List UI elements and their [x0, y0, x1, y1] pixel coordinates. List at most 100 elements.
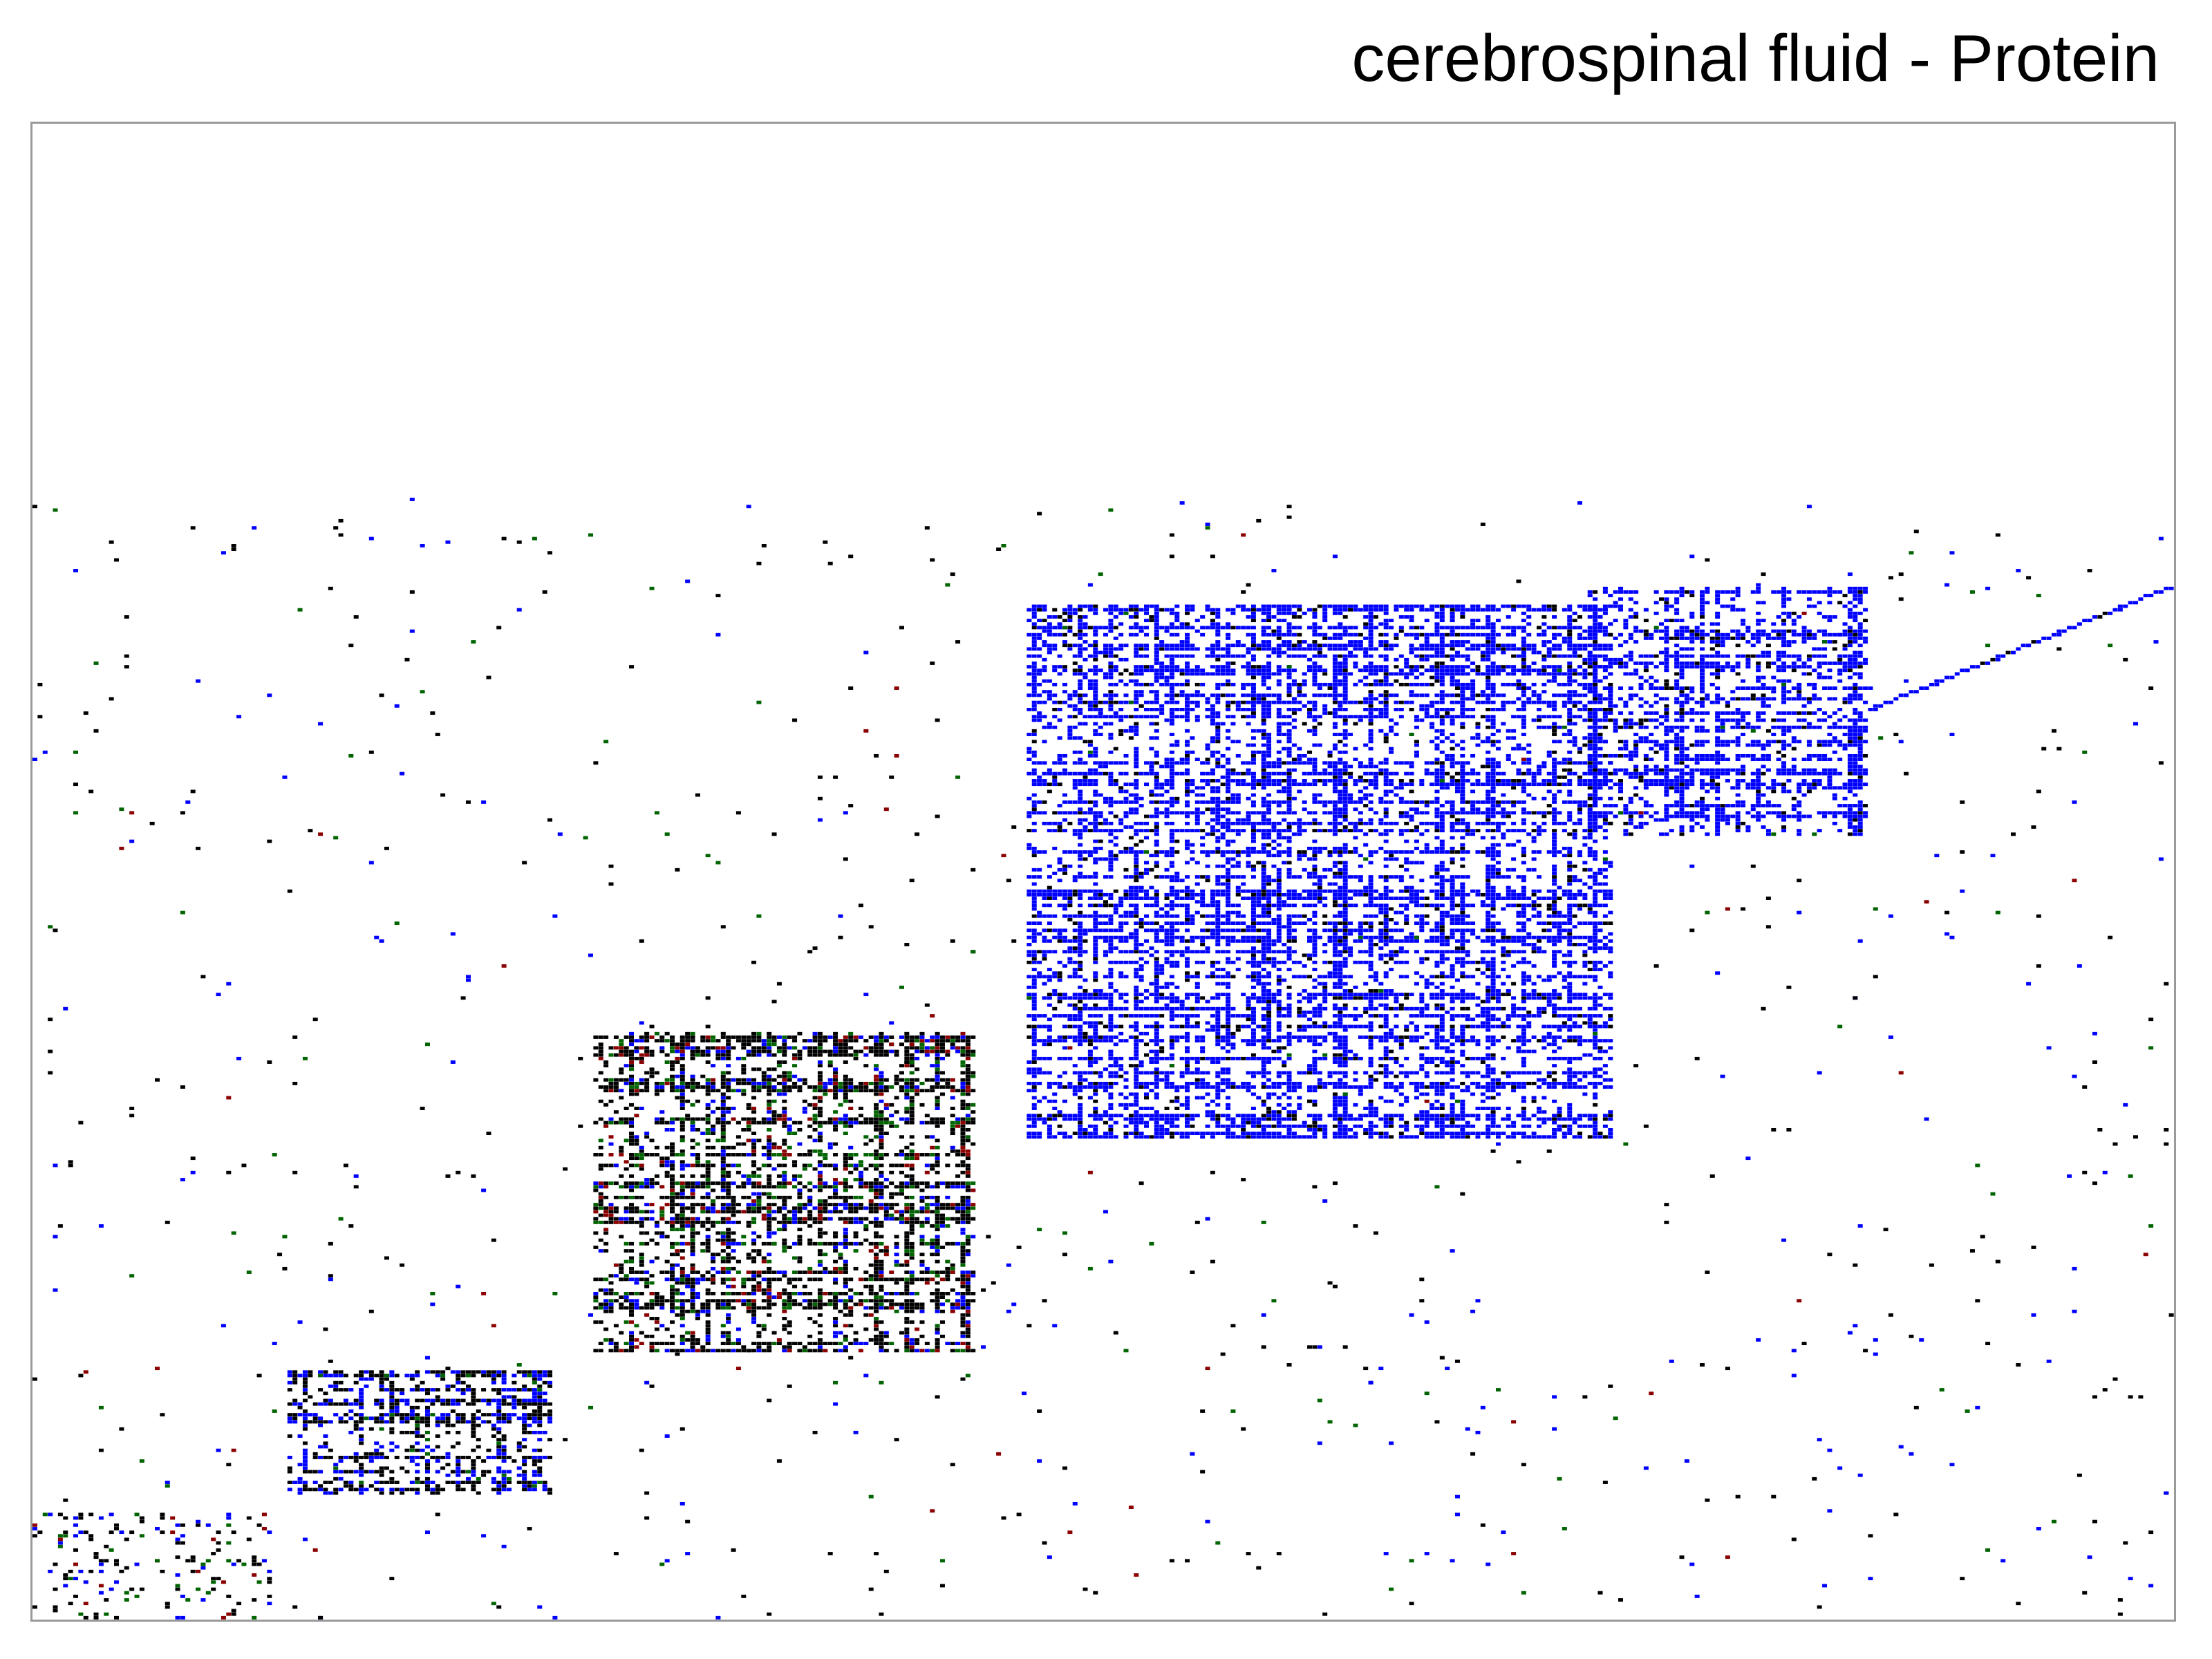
heatmap-cell-314: [354, 1459, 359, 1463]
heatmap-cell-3045: [889, 1192, 894, 1196]
heatmap-cell-1042: [619, 1118, 624, 1121]
heatmap-cell-202: [303, 1441, 308, 1445]
heatmap-cell-4969: [1134, 875, 1138, 879]
heatmap-cell-652: [471, 1399, 476, 1403]
heatmap-cell-3498: [955, 1299, 960, 1302]
heatmap-cell-3643: [966, 1078, 971, 1082]
heatmap-cell-4924: [1134, 1082, 1138, 1085]
heatmap-cell-3386: [935, 1146, 940, 1150]
heatmap-cell-818: [532, 1470, 537, 1474]
heatmap-cell-4606: [1103, 857, 1108, 861]
heatmap-cell-3139: [904, 1221, 909, 1224]
heatmap-cell-277: [333, 1381, 338, 1385]
heatmap-cell-3609: [966, 1249, 971, 1253]
heatmap-cell-2824: [863, 1277, 868, 1281]
heatmap-cell-2029: [751, 1146, 756, 1150]
heatmap-cell-2090: [762, 1292, 767, 1295]
heatmap-cell-2300: [787, 1295, 792, 1299]
heatmap-cell-4780: [1118, 1014, 1123, 1018]
heatmap-cell-2514: [818, 1132, 823, 1135]
heatmap-cell-2280: [782, 1082, 787, 1085]
heatmap-cell-928: [599, 1153, 603, 1156]
heatmap-cell-4554: [1098, 915, 1103, 918]
heatmap-cell-3608: [966, 1253, 971, 1256]
heatmap-cell-2101: [762, 1185, 767, 1188]
heatmap-cell-1413: [675, 1221, 679, 1224]
heatmap-cell-3903: [1042, 772, 1047, 776]
heatmap-cell-3503: [955, 1210, 960, 1213]
heatmap-cell-2164: [767, 1092, 771, 1096]
heatmap-cell-339: [359, 1416, 364, 1420]
heatmap-cell-3569: [960, 1121, 965, 1125]
heatmap-cell-268: [333, 1488, 338, 1491]
heatmap-cell-4897: [1129, 794, 1134, 797]
heatmap-cell-4196: [1073, 893, 1078, 897]
heatmap-cell-2958: [879, 1264, 883, 1267]
heatmap-cell-4338: [1083, 1007, 1088, 1011]
heatmap-cell-4302: [1078, 736, 1082, 740]
heatmap-cell-4952: [1134, 950, 1138, 953]
heatmap-cell-3068: [894, 1235, 899, 1239]
heatmap-cell-2603: [833, 1267, 838, 1271]
heatmap-cell-2463: [813, 1096, 818, 1100]
heatmap-cell-3720: [1027, 655, 1031, 658]
heatmap-cell-2592: [833, 1324, 838, 1327]
heatmap-cell-120: [216, 1577, 221, 1580]
heatmap-cell-804: [527, 1456, 532, 1459]
heatmap-cell-4594: [1103, 975, 1108, 978]
heatmap-cell-1503: [685, 1282, 690, 1285]
heatmap-cell-2601: [833, 1277, 838, 1281]
heatmap-cell-1540: [691, 1271, 695, 1274]
heatmap-cell-1460: [680, 1196, 685, 1199]
heatmap-cell-1023: [614, 1035, 619, 1039]
heatmap-cell-2805: [859, 1185, 863, 1188]
heatmap-cell-2292: [787, 1345, 792, 1349]
heatmap-cell-2281: [782, 1078, 787, 1082]
heatmap-cell-1304: [659, 1185, 664, 1188]
heatmap-cell-1810: [721, 1075, 726, 1078]
heatmap-cell-259: [328, 1481, 333, 1484]
heatmap-cell-4955: [1134, 939, 1138, 943]
heatmap-cell-2057: [756, 1285, 761, 1288]
heatmap-cell-1549: [691, 1231, 695, 1235]
heatmap-cell-197: [303, 1463, 308, 1466]
heatmap-cell-4856: [1124, 772, 1129, 776]
heatmap-cell-3781: [1032, 854, 1037, 857]
heatmap-cell-3549: [960, 1214, 965, 1217]
heatmap-cell-733: [502, 1449, 507, 1452]
heatmap-cell-3534: [960, 1282, 965, 1285]
heatmap-cell-776: [517, 1370, 522, 1374]
heatmap-cell-2822: [863, 1299, 868, 1302]
heatmap-cell-3669: [971, 1110, 975, 1114]
heatmap-cell-646: [471, 1427, 476, 1431]
heatmap-cell-2792: [854, 1035, 859, 1039]
heatmap-cell-3983: [1052, 1039, 1057, 1042]
heatmap-cell-3332: [930, 1153, 935, 1156]
heatmap-cell-4088: [1062, 939, 1067, 943]
heatmap-cell-4064: [1058, 672, 1062, 675]
heatmap-cell-3223: [910, 1071, 915, 1075]
heatmap-cell-4674: [1108, 897, 1113, 900]
heatmap-cell-838: [537, 1474, 542, 1477]
heatmap-cell-3980: [1052, 1100, 1057, 1103]
heatmap-cell-526: [425, 1406, 430, 1409]
heatmap-cell-2833: [863, 1168, 868, 1171]
heatmap-cell-1662: [706, 1228, 711, 1231]
heatmap-cell-3446: [945, 1242, 950, 1246]
heatmap-cell-2984: [879, 1121, 883, 1125]
heatmap-cell-2730: [848, 1324, 853, 1327]
heatmap-cell-3662: [971, 1206, 975, 1210]
heatmap-cell-874: [547, 1488, 552, 1491]
heatmap-cell-1352: [670, 1288, 675, 1292]
heatmap-cell-2306: [787, 1217, 792, 1221]
heatmap-cell-1910: [736, 1292, 741, 1295]
heatmap-cell-1550: [691, 1228, 695, 1231]
heatmap-cell-1594: [695, 1231, 700, 1235]
heatmap-cell-4978: [1134, 832, 1138, 836]
heatmap-cell-2719: [843, 1082, 848, 1085]
heatmap-cell-2852: [869, 1285, 874, 1288]
heatmap-cell-2143: [767, 1196, 771, 1199]
heatmap-cell-4014: [1052, 665, 1057, 668]
heatmap-cell-3159: [904, 1085, 909, 1089]
heatmap-cell-682: [486, 1403, 491, 1406]
